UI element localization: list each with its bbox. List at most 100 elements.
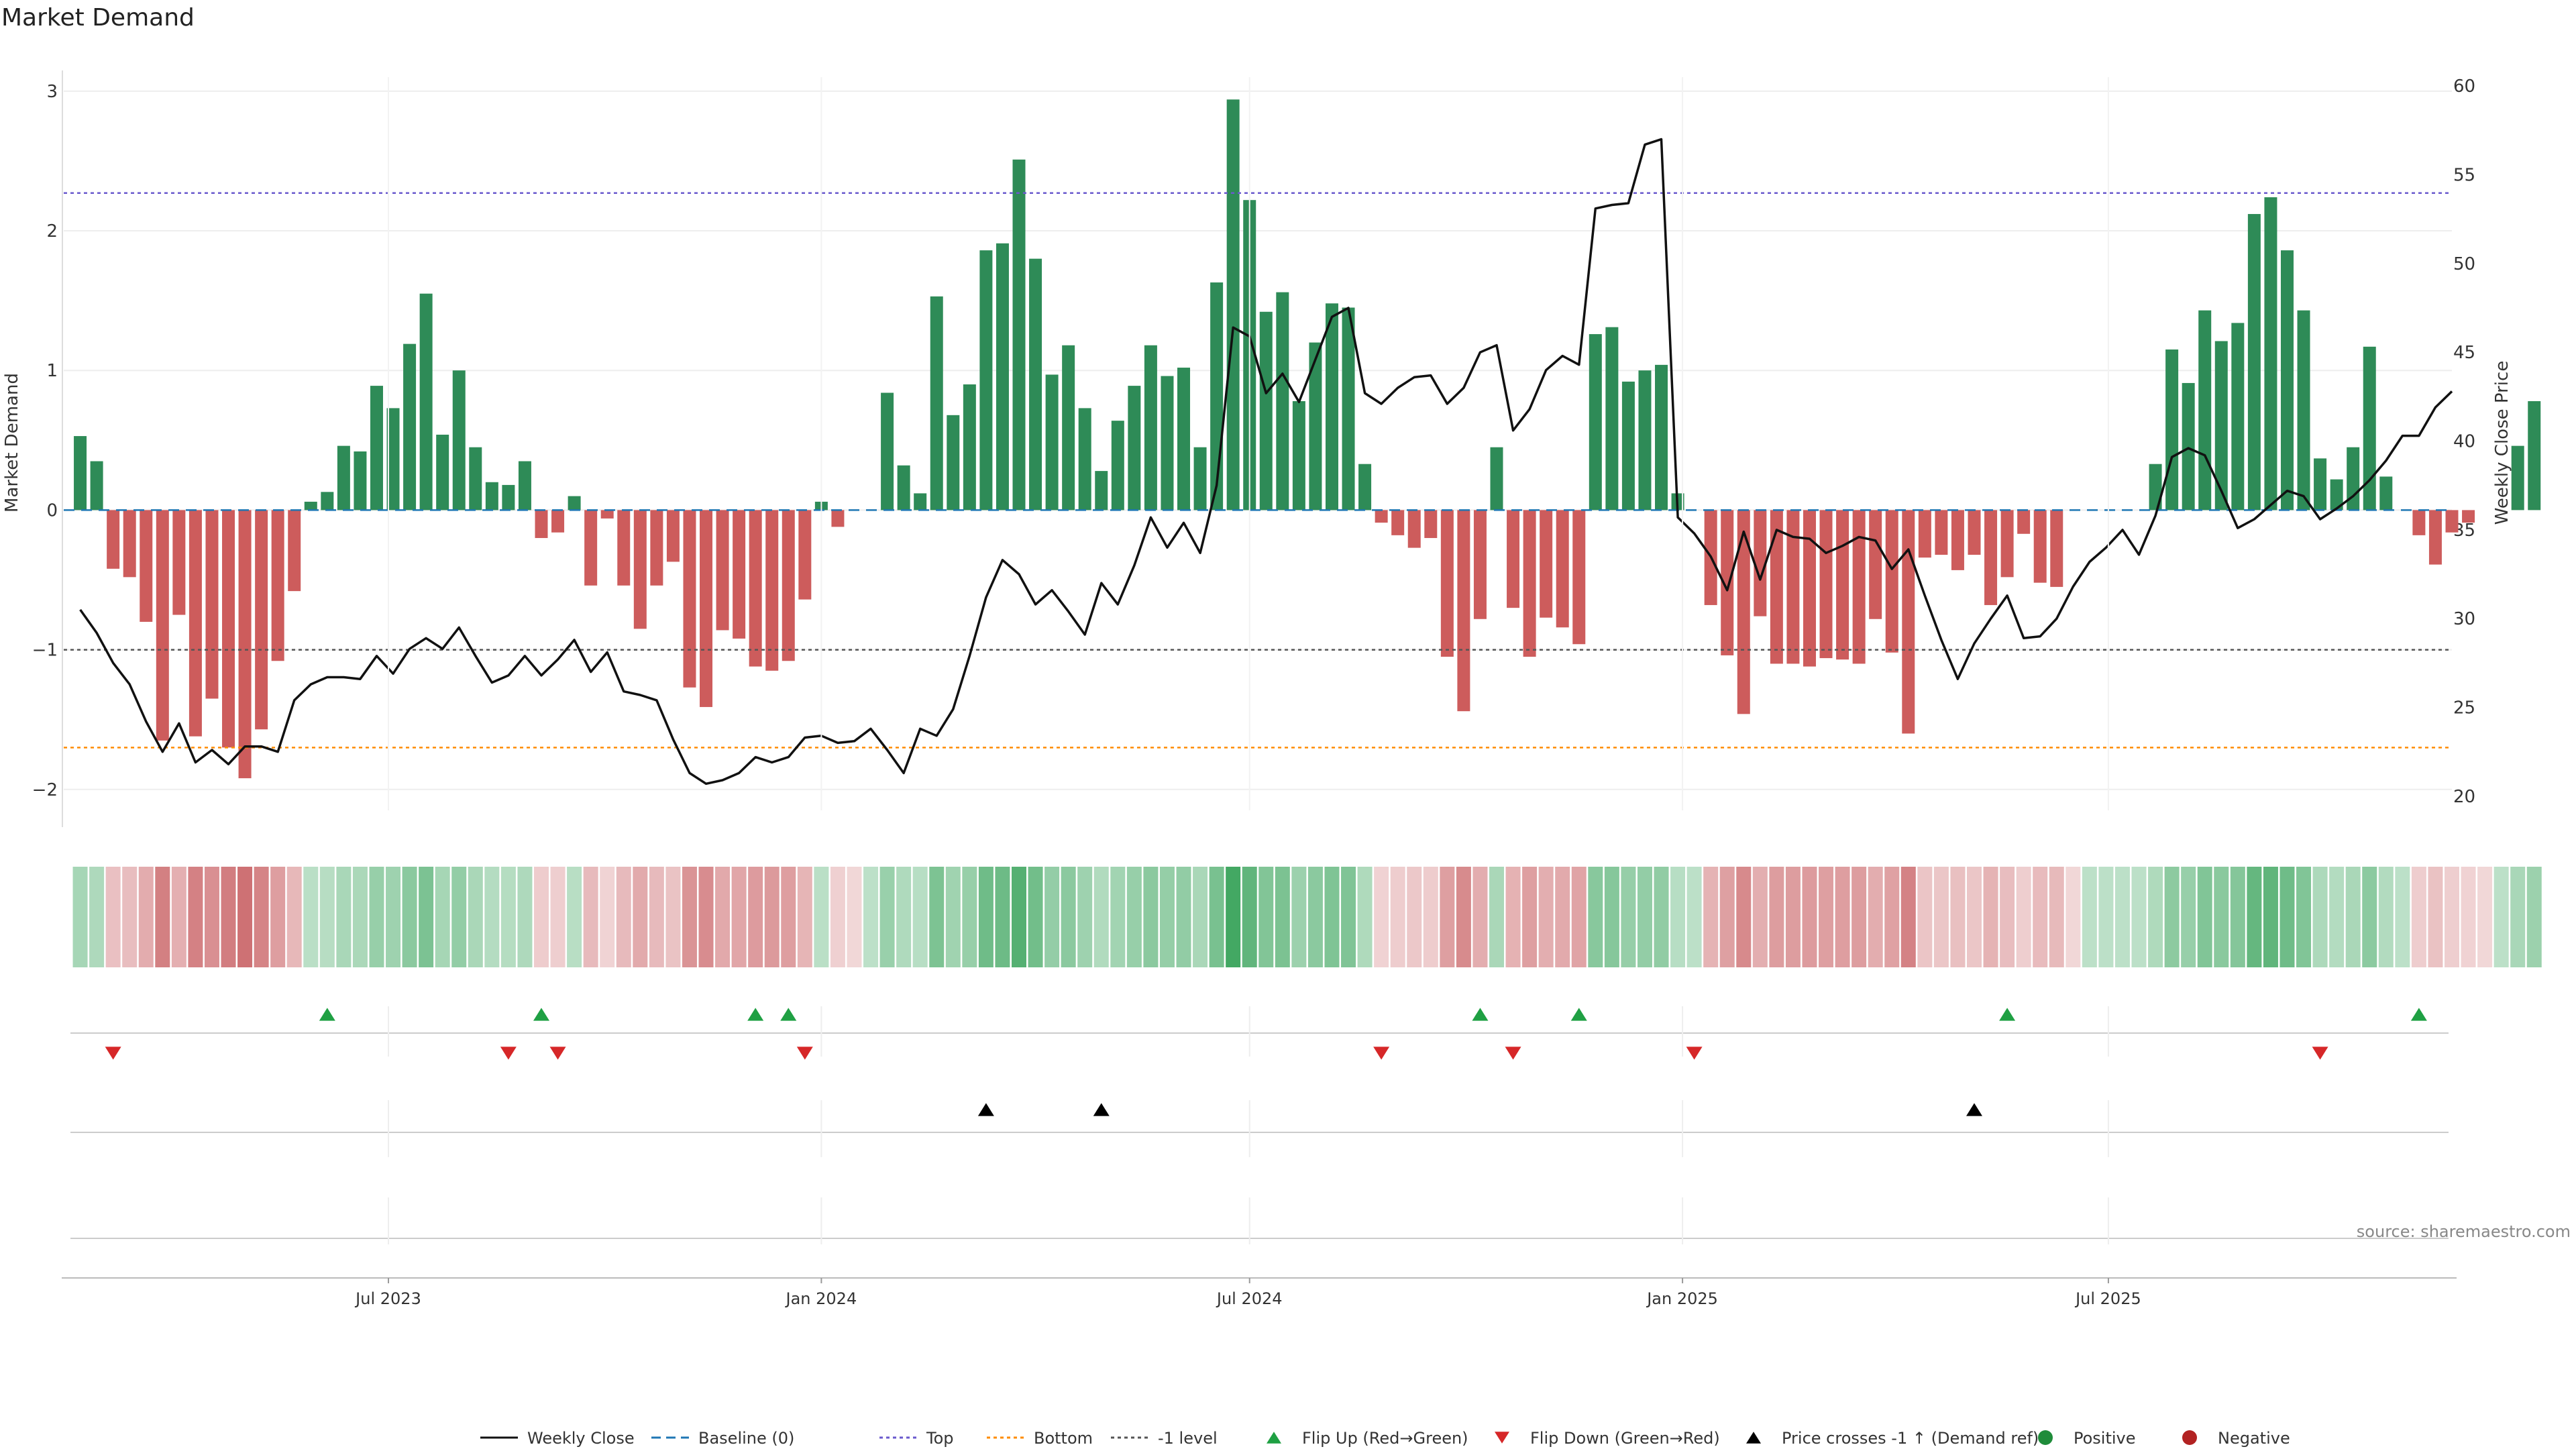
demand-heat-cell bbox=[1456, 867, 1471, 967]
demand-heat-cell bbox=[1209, 867, 1224, 967]
demand-bar bbox=[2412, 510, 2426, 535]
demand-heat-cell bbox=[468, 867, 483, 967]
demand-bar bbox=[2297, 310, 2310, 511]
demand-bar bbox=[1391, 510, 1405, 535]
demand-heat-cell bbox=[1291, 867, 1307, 967]
demand-bar bbox=[1655, 364, 1668, 511]
x-tick-label: Jul 2025 bbox=[2074, 1289, 2141, 1308]
demand-heat-cell bbox=[2510, 867, 2526, 967]
demand-heat-cell bbox=[1193, 867, 1208, 967]
demand-heat-cell bbox=[2493, 867, 2509, 967]
demand-bar bbox=[469, 447, 482, 511]
flip-up-marker bbox=[2410, 1008, 2427, 1021]
demand-bar bbox=[650, 510, 663, 586]
demand-heat-cell bbox=[1242, 867, 1257, 967]
demand-bar bbox=[1012, 159, 1026, 511]
demand-bar bbox=[1572, 510, 1586, 645]
demand-heat-cell bbox=[797, 867, 812, 967]
demand-heat-cell bbox=[962, 867, 977, 967]
demand-bar bbox=[222, 510, 235, 748]
demand-heat-cell bbox=[2016, 867, 2031, 967]
y-left-tick-label: 3 bbox=[46, 82, 58, 102]
legend-item: Baseline (0) bbox=[651, 1429, 794, 1448]
flip-down-marker bbox=[2312, 1046, 2328, 1060]
demand-bar bbox=[1095, 471, 1108, 511]
demand-heat-cell bbox=[2131, 867, 2147, 967]
legend-swatch bbox=[2038, 1430, 2053, 1445]
demand-heat-cell bbox=[1307, 867, 1323, 967]
demand-heat-cell bbox=[1736, 867, 1752, 967]
demand-bar bbox=[1029, 258, 1042, 511]
y-right-tick-label: 60 bbox=[2453, 76, 2475, 97]
demand-heat-cell bbox=[2214, 867, 2229, 967]
demand-bar bbox=[1407, 510, 1421, 548]
demand-bar bbox=[716, 510, 729, 631]
cross-up-marker bbox=[977, 1103, 994, 1116]
legend-label: Baseline (0) bbox=[698, 1429, 794, 1448]
demand-bar bbox=[2149, 464, 2162, 511]
demand-heat-cell bbox=[2164, 867, 2180, 967]
demand-bar bbox=[354, 451, 367, 511]
demand-heat-cell bbox=[583, 867, 598, 967]
demand-heat-cell bbox=[1505, 867, 1521, 967]
demand-heat-cell bbox=[2296, 867, 2312, 967]
demand-bar bbox=[1144, 345, 1157, 511]
y-right-tick-label: 30 bbox=[2453, 609, 2475, 629]
demand-heat-cell bbox=[2378, 867, 2394, 967]
demand-heat-cell bbox=[2197, 867, 2212, 967]
demand-heat-cell bbox=[1983, 867, 1998, 967]
demand-bar bbox=[617, 510, 631, 586]
demand-bar bbox=[1589, 334, 1602, 511]
demand-bar bbox=[288, 510, 301, 592]
demand-bar bbox=[2379, 476, 2393, 511]
demand-heat-cell bbox=[978, 867, 994, 967]
demand-bar bbox=[2511, 445, 2524, 511]
demand-heat-cell bbox=[550, 867, 566, 967]
demand-bar bbox=[2198, 310, 2212, 511]
demand-bar bbox=[897, 465, 910, 511]
demand-heat-cell bbox=[171, 867, 186, 967]
demand-heat-cell bbox=[912, 867, 928, 967]
demand-bar bbox=[666, 510, 680, 562]
demand-heat-cell bbox=[1093, 867, 1109, 967]
demand-bar bbox=[1852, 510, 1866, 664]
demand-heat-cell bbox=[352, 867, 368, 967]
demand-heat-cell bbox=[1950, 867, 1966, 967]
demand-bar bbox=[2363, 346, 2376, 511]
demand-heat-cell bbox=[1785, 867, 1801, 967]
demand-heat-cell bbox=[1126, 867, 1142, 967]
flip-down-marker bbox=[1505, 1046, 1521, 1060]
demand-heat-cell bbox=[72, 867, 88, 967]
demand-heat-cell bbox=[2526, 867, 2542, 967]
demand-heat-cell bbox=[89, 867, 105, 967]
demand-bar bbox=[1062, 345, 1075, 511]
demand-heat-cell bbox=[1374, 867, 1389, 967]
demand-heat-cell bbox=[814, 867, 829, 967]
cross-up-marker bbox=[1966, 1103, 1982, 1116]
demand-heat-cell bbox=[567, 867, 582, 967]
flip-down-marker bbox=[796, 1046, 813, 1060]
demand-bar bbox=[1193, 447, 1207, 511]
demand-bar bbox=[2314, 458, 2327, 511]
legend-label: Bottom bbox=[1034, 1429, 1093, 1448]
demand-bar bbox=[74, 436, 87, 511]
demand-heat-cell bbox=[484, 867, 500, 967]
demand-heat-cell bbox=[2000, 867, 2015, 967]
demand-bar bbox=[1457, 510, 1470, 712]
demand-heat-cell bbox=[1884, 867, 1900, 967]
demand-heat-cell bbox=[633, 867, 648, 967]
demand-heat-cell bbox=[1423, 867, 1438, 967]
demand-bar bbox=[798, 510, 812, 600]
demand-heat-cell bbox=[1851, 867, 1867, 967]
demand-heat-cell bbox=[1489, 867, 1504, 967]
demand-heat-cell bbox=[1769, 867, 1784, 967]
demand-heat-cell bbox=[1967, 867, 1982, 967]
demand-heat-cell bbox=[1028, 867, 1043, 967]
demand-bar bbox=[1754, 510, 1767, 616]
demand-bar bbox=[600, 510, 614, 519]
demand-heat-cell bbox=[863, 867, 879, 967]
demand-heat-cell bbox=[451, 867, 467, 967]
demand-heat-cell bbox=[1341, 867, 1356, 967]
demand-heat-cell bbox=[665, 867, 681, 967]
demand-heat-cell bbox=[1654, 867, 1669, 967]
